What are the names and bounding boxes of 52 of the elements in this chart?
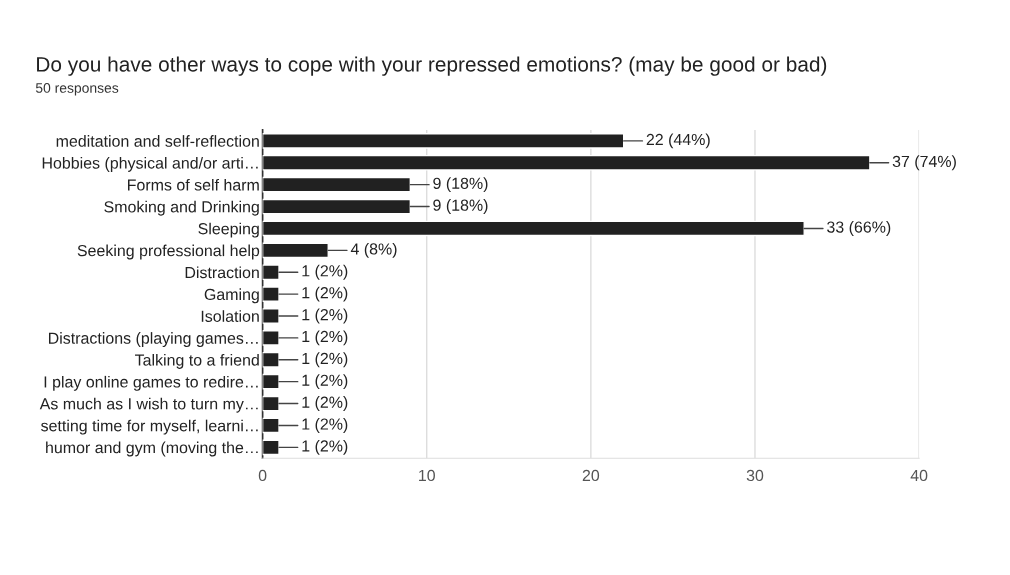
y-tick-label: I play online games to redire…: [44, 375, 258, 391]
bar: [262, 308, 280, 324]
data-label: 4 (8%): [350, 242, 397, 258]
bar: [262, 198, 412, 215]
x-tick-label: 10: [419, 469, 435, 482]
data-label: 1 (2%): [302, 418, 348, 433]
y-tick-label: As much as I wish to turn my…: [39, 397, 258, 413]
y-tick-label: setting time for myself, learni…: [41, 419, 258, 435]
data-label: 1 (2%): [302, 374, 348, 390]
bar: [262, 133, 625, 149]
y-tick-label: Distractions (playing games…: [48, 332, 258, 347]
bar: [262, 154, 871, 171]
bar: [262, 264, 280, 281]
bar: [262, 373, 280, 390]
data-label: 1 (2%): [302, 396, 348, 411]
x-tick-label: 30: [746, 469, 764, 482]
y-tick-label: Forms of self harm: [128, 178, 259, 191]
y-tick-label: Distraction: [185, 266, 259, 279]
chart-title: Do you have other ways to cope with your repressed emotions? (may be good or bad): [37, 56, 827, 76]
data-label: 9 (18%): [433, 177, 488, 193]
data-label: 1 (2%): [302, 264, 348, 280]
bar: [262, 351, 280, 368]
data-label: 1 (2%): [302, 308, 348, 324]
bar: [262, 286, 280, 302]
y-tick-label: meditation and self-reflection: [56, 135, 259, 147]
y-tick-label: Smoking and Drinking: [104, 200, 259, 216]
bar: [262, 242, 329, 259]
data-label: 1 (2%): [302, 439, 348, 455]
bar: [262, 220, 805, 237]
data-label: 1 (2%): [302, 330, 348, 346]
x-tick-label: 40: [910, 469, 928, 482]
bar: [262, 330, 280, 346]
y-tick-label: Sleeping: [198, 222, 259, 238]
y-tick-label: Isolation: [201, 310, 259, 322]
y-tick-label: Seeking professional help: [77, 244, 260, 260]
bar: [262, 417, 280, 434]
bar: [262, 395, 280, 412]
x-tick-label: 0: [258, 469, 267, 482]
data-label: 22 (44%): [646, 133, 710, 149]
bar: [262, 439, 280, 456]
x-tick-label: 20: [582, 469, 600, 482]
data-label: 37 (74%): [892, 155, 956, 171]
data-label: 1 (2%): [302, 352, 348, 368]
data-label: 33 (66%): [827, 221, 891, 236]
y-tick-label: humor and gym (moving the…: [46, 441, 258, 457]
bar: [262, 176, 412, 193]
y-tick-label: Hobbies (physical and/or arti…: [42, 157, 258, 172]
y-tick-label: Gaming: [204, 288, 259, 304]
y-tick-label: Talking to a friend: [135, 353, 259, 369]
data-label: 9 (18%): [433, 199, 488, 214]
text: 50 responses: [35, 83, 119, 96]
data-label: 1 (2%): [302, 286, 348, 302]
